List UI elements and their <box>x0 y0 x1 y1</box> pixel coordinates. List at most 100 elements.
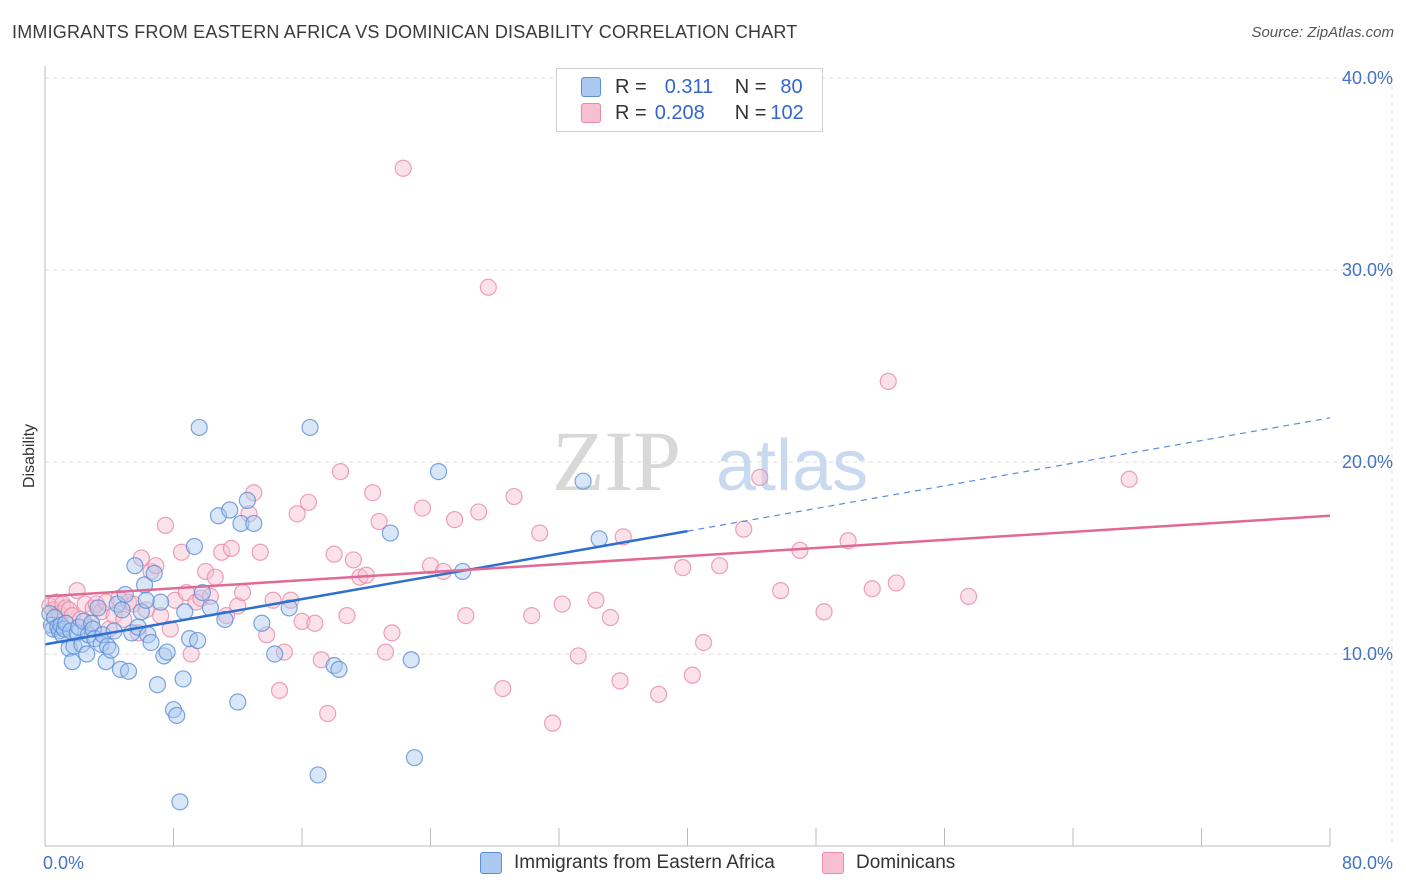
legend-box: R = 0.311 N = 80 R = 0.208 N = 102 <box>556 68 823 132</box>
legend-swatch-pink <box>581 103 601 123</box>
pink-point <box>553 595 571 613</box>
blue-point <box>590 530 608 548</box>
blue-point <box>405 749 424 767</box>
grid-layer <box>45 77 1393 846</box>
pink-point <box>694 633 713 652</box>
blue-point <box>78 645 96 663</box>
pink-point <box>683 666 701 684</box>
pink-point <box>879 372 897 390</box>
pink-point <box>251 543 269 561</box>
blue-point <box>126 557 144 575</box>
pink-point <box>505 487 523 506</box>
pink-point <box>156 516 175 534</box>
pink-point <box>270 681 289 700</box>
pink-point <box>523 606 541 625</box>
pink-point <box>674 558 692 577</box>
pink-point <box>649 685 668 703</box>
pink-point <box>711 557 729 575</box>
blue-point <box>113 601 131 619</box>
legend-n-value: 102 <box>770 101 804 124</box>
pink-point <box>161 620 179 638</box>
blue-point <box>381 524 399 542</box>
pink-point <box>479 278 497 296</box>
legend-row-pink: R = 0.208 N = 102 <box>581 100 804 126</box>
legend-r-value: 0.208 <box>654 101 705 124</box>
pink-point <box>863 580 881 598</box>
blue-point <box>89 599 107 617</box>
blue-point <box>232 514 250 533</box>
pink-point <box>751 468 769 486</box>
pink-point <box>445 510 464 529</box>
pink-point <box>306 614 324 632</box>
legend-n-label: N = <box>734 101 767 124</box>
y-tick-label: 40.0% <box>1342 68 1393 88</box>
y-tick-label: 20.0% <box>1342 452 1393 472</box>
pink-point <box>815 603 833 621</box>
blue-point <box>168 706 186 725</box>
legend-r-label: R = <box>615 75 647 98</box>
blue-point <box>190 418 208 437</box>
blue-point <box>229 693 247 711</box>
pink-point <box>887 574 905 592</box>
x-tick-label: 80.0% <box>1342 853 1393 873</box>
pink-point <box>569 647 587 665</box>
blue-point <box>102 641 120 659</box>
pink-point <box>293 612 311 630</box>
blue-point <box>176 603 194 621</box>
blue-point <box>193 583 212 602</box>
blue-point <box>185 537 203 556</box>
blue-point <box>301 418 319 437</box>
legend-n-value: 80 <box>780 75 803 98</box>
blue-point <box>574 472 592 490</box>
pink-point <box>394 159 412 177</box>
blue-point <box>171 793 189 811</box>
blue-point <box>152 593 170 611</box>
blue-point <box>253 614 271 632</box>
pink-point <box>233 583 252 602</box>
blue-trend-line <box>44 529 688 646</box>
pink-point <box>494 679 512 698</box>
pink-point <box>959 587 978 606</box>
y-tick-label: 10.0% <box>1342 644 1393 664</box>
trend-layer <box>44 417 1331 646</box>
y-tick-label: 30.0% <box>1342 260 1393 280</box>
pink-point <box>735 520 753 538</box>
bottom-legend-label-pink: Dominicans <box>856 852 956 873</box>
pink-point <box>376 643 395 661</box>
legend-swatch-blue <box>581 77 601 97</box>
legend-r-value: 0.311 <box>664 75 714 98</box>
blue-point <box>429 463 448 481</box>
blue-point <box>402 651 420 669</box>
blue-point <box>137 591 155 609</box>
blue-point <box>238 491 256 509</box>
pink-point <box>288 505 306 523</box>
chart-source: Source: ZipAtlas.com <box>1251 24 1394 41</box>
blue-trend-extension <box>687 417 1331 532</box>
bottom-legend: Immigrants from Eastern Africa Dominican… <box>0 852 1406 878</box>
pink-point <box>206 568 224 586</box>
pink-point <box>772 582 790 600</box>
pink-point <box>197 562 215 581</box>
pink-point <box>543 714 562 732</box>
pink-trend-line <box>44 514 1331 598</box>
pink-point <box>338 606 356 625</box>
blue-point <box>280 599 298 617</box>
blue-point <box>148 676 167 694</box>
blue-point <box>142 633 160 652</box>
blue-point <box>309 766 327 784</box>
pink-point <box>601 608 620 627</box>
blue-point <box>330 660 348 678</box>
watermark-atlas: atlas <box>716 426 868 506</box>
axis-layer: 10.0% 20.0% 30.0% 40.0% 0.0% 80.0% <box>43 66 1393 873</box>
watermark: ZIP atlas <box>552 413 868 509</box>
bottom-legend-item-pink: Dominicans <box>822 852 955 874</box>
pink-point <box>1120 470 1138 488</box>
blue-point <box>63 653 81 671</box>
blue-point <box>55 620 73 638</box>
pink-point <box>457 606 475 625</box>
pink-point <box>413 499 432 517</box>
blue-point <box>245 514 263 533</box>
pink-point <box>344 551 362 569</box>
chart-title: IMMIGRANTS FROM EASTERN AFRICA VS DOMINI… <box>12 22 798 42</box>
blue-point <box>145 564 163 582</box>
